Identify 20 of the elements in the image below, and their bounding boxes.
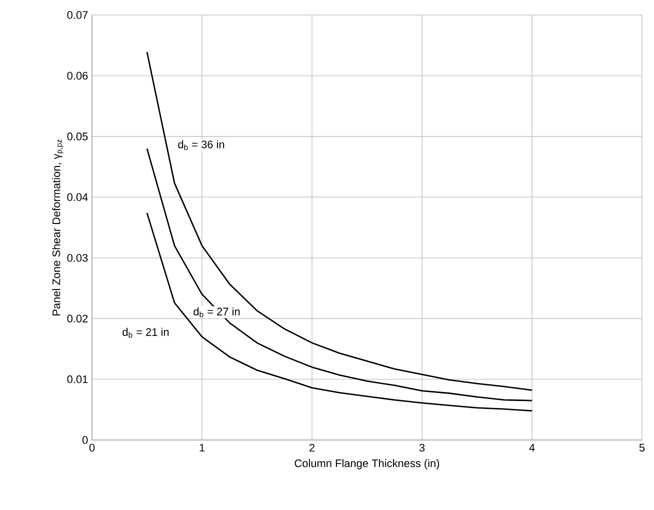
y-tick-label: 0.06: [67, 72, 88, 80]
series-label: d$_{b}$ = 21 in: [122, 328, 169, 338]
y-tick-label: 0: [82, 436, 88, 444]
x-tick-label: 3: [419, 444, 425, 452]
series-label: d$_{b}$ = 36 in: [178, 140, 224, 150]
y-tick-label: 0.03: [67, 254, 88, 262]
y-tick-label: 0.02: [67, 314, 88, 322]
series-label: d$_{b}$ = 27 in: [194, 307, 240, 318]
y-tick-label: 0.04: [67, 193, 88, 202]
x-tick-label: 5: [639, 444, 645, 452]
x-tick-label: 1: [200, 444, 205, 452]
y-tick-label: 0.05: [67, 132, 88, 140]
x-tick-label: 0: [89, 444, 95, 452]
line-series: [146, 51, 533, 391]
y-axis-title: Panel Zone Shear Deformation, γ$_{p,pz}$: [52, 140, 64, 316]
x-tick-label: 4: [529, 444, 535, 452]
x-axis-title: Column Flange Thickness (in): [294, 459, 440, 470]
y-tick-label: 0.07: [67, 11, 88, 19]
x-tick-label: 2: [310, 444, 314, 452]
y-tick-label: 0.01: [67, 375, 88, 384]
